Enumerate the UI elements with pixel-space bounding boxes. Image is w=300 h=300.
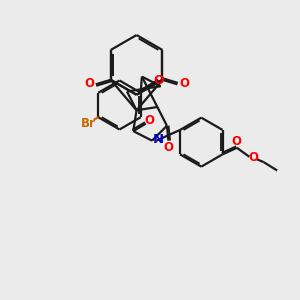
Text: O: O [231, 135, 241, 148]
Text: Br: Br [80, 117, 95, 130]
Text: O: O [249, 151, 259, 164]
Text: O: O [164, 141, 173, 154]
Text: O: O [154, 74, 164, 87]
Text: O: O [84, 77, 94, 90]
Text: O: O [179, 77, 189, 90]
Text: O: O [144, 114, 154, 127]
Text: N: N [153, 133, 164, 146]
